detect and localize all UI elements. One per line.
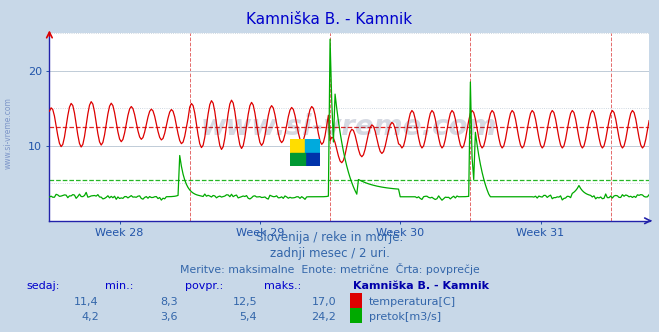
Text: 4,2: 4,2 xyxy=(81,312,99,322)
Text: Meritve: maksimalne  Enote: metrične  Črta: povprečje: Meritve: maksimalne Enote: metrične Črta… xyxy=(180,263,479,275)
Text: 3,6: 3,6 xyxy=(160,312,178,322)
Text: 17,0: 17,0 xyxy=(312,297,336,307)
Text: 11,4: 11,4 xyxy=(74,297,99,307)
Text: www.si-vreme.com: www.si-vreme.com xyxy=(3,97,13,169)
Bar xyxy=(290,153,304,166)
Text: povpr.:: povpr.: xyxy=(185,281,223,290)
Text: pretok[m3/s]: pretok[m3/s] xyxy=(369,312,441,322)
Text: www.si-vreme.com: www.si-vreme.com xyxy=(201,113,498,141)
Bar xyxy=(304,153,320,166)
Text: sedaj:: sedaj: xyxy=(26,281,60,290)
Text: Kamniška B. - Kamnik: Kamniška B. - Kamnik xyxy=(353,281,488,290)
Text: 5,4: 5,4 xyxy=(239,312,257,322)
Text: 8,3: 8,3 xyxy=(160,297,178,307)
Bar xyxy=(290,139,304,153)
Text: min.:: min.: xyxy=(105,281,134,290)
Text: maks.:: maks.: xyxy=(264,281,301,290)
Text: 12,5: 12,5 xyxy=(233,297,257,307)
Text: Kamniška B. - Kamnik: Kamniška B. - Kamnik xyxy=(246,12,413,27)
Text: zadnji mesec / 2 uri.: zadnji mesec / 2 uri. xyxy=(270,247,389,260)
Text: Slovenija / reke in morje.: Slovenija / reke in morje. xyxy=(256,231,403,244)
Text: 24,2: 24,2 xyxy=(311,312,336,322)
Text: temperatura[C]: temperatura[C] xyxy=(369,297,456,307)
Bar xyxy=(304,139,320,153)
